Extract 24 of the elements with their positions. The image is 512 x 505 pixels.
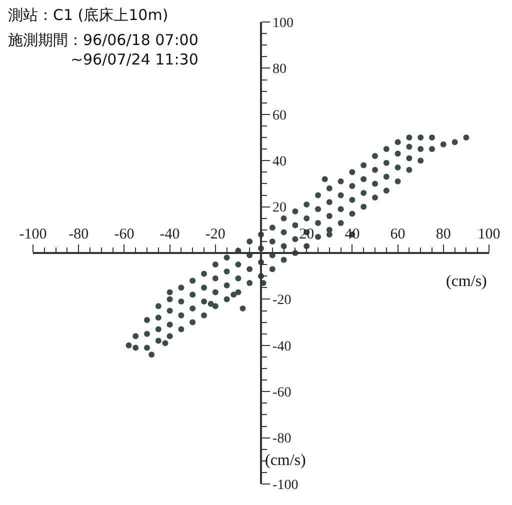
y-tick-label: -40: [272, 339, 292, 354]
x-tick-label: 40: [344, 226, 360, 242]
x-tick-label: 80: [436, 226, 451, 242]
text: 施測期間：96/06/18 07:00 ~96/07/24 11:30: [8, 31, 198, 68]
x-tick-label: -100: [19, 226, 47, 242]
x-tick-label: 100: [478, 226, 500, 242]
y-tick-label: -100: [272, 478, 298, 493]
y-tick-label: 20: [272, 200, 287, 216]
y-tick-label: -60: [272, 386, 292, 400]
y-axis-title: (cm/s): [265, 452, 306, 469]
y-tick-label: 80: [272, 62, 287, 78]
x-tick-label: -60: [114, 226, 134, 242]
y-tick-label: -20: [272, 293, 292, 308]
y-tick-label: -80: [272, 432, 292, 447]
x-tick-label: 60: [390, 226, 406, 242]
x-tick-label: -20: [205, 226, 226, 242]
y-tick-label: 60: [272, 108, 287, 124]
chart-title: 測站：C1 (底床上10m): [8, 6, 168, 24]
x-tick-label: -40: [160, 226, 180, 242]
x-tick-label: -80: [68, 226, 89, 242]
x-axis-title: (cm/s): [446, 273, 487, 290]
y-tick-label: 100: [272, 16, 294, 31]
y-tick-label: 40: [272, 154, 287, 170]
x-tick-label: 20: [299, 226, 314, 242]
